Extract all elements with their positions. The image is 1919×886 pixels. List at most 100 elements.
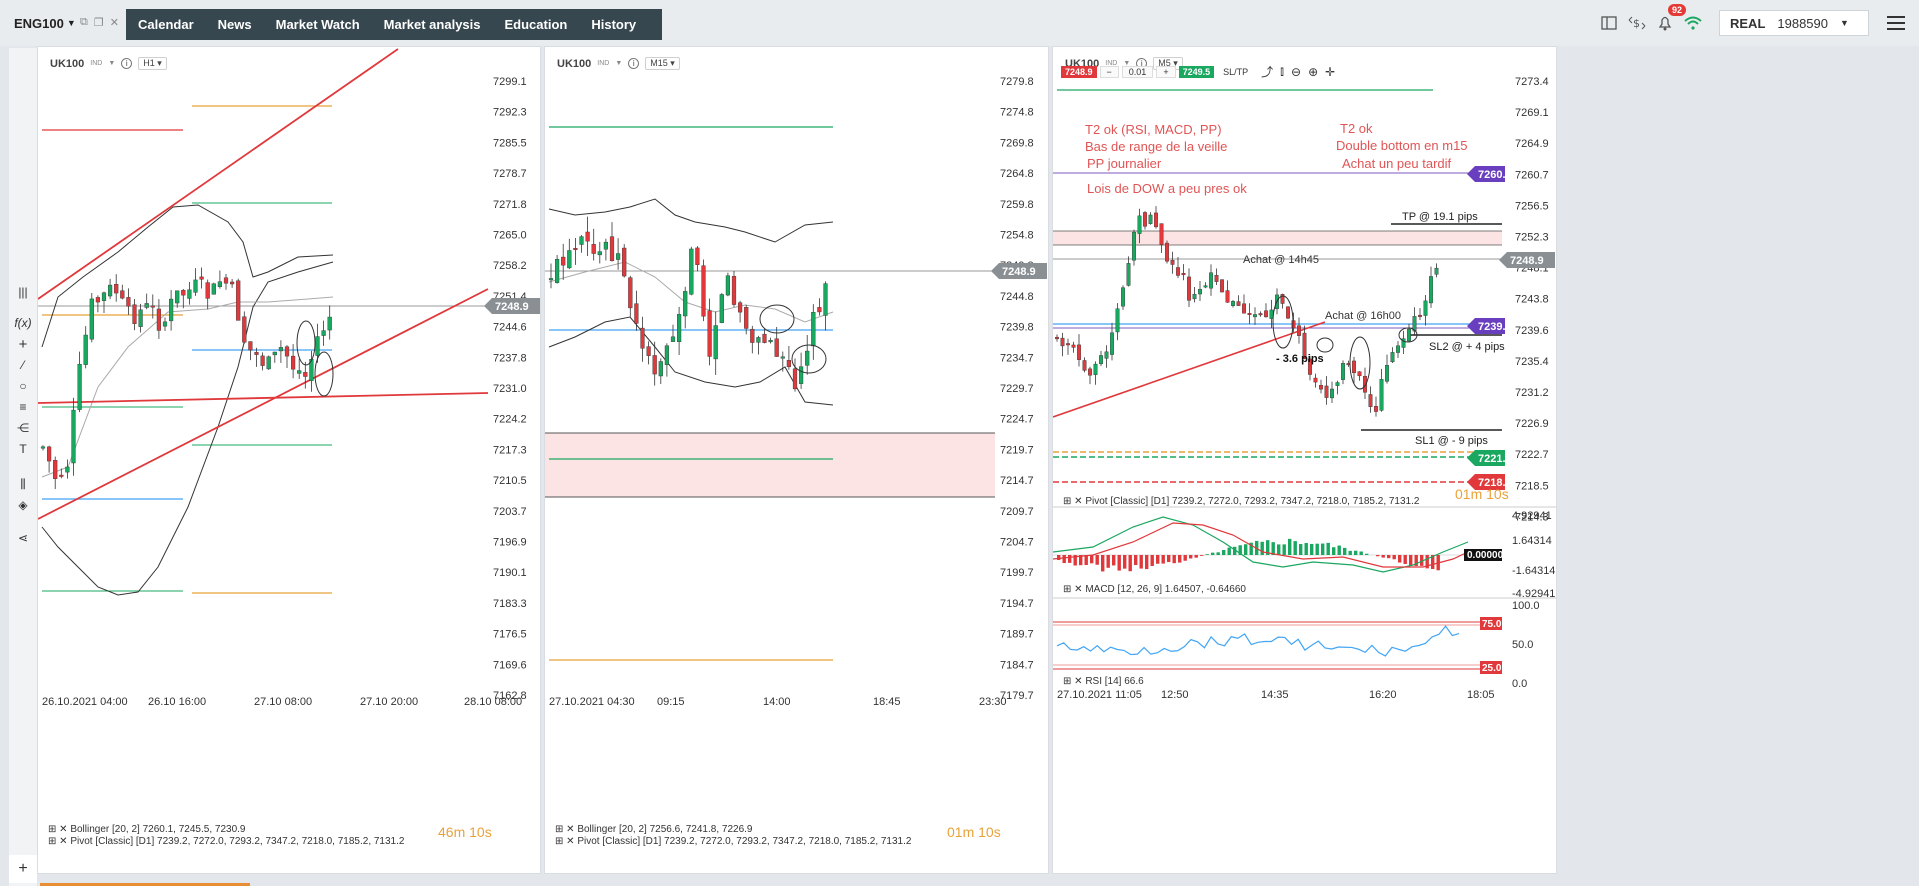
zoom-in-icon[interactable]: ⊕ xyxy=(1308,64,1319,79)
compare-icon[interactable]: ⫼ xyxy=(20,476,26,491)
rsi-legend[interactable]: ⊞ ✕ RSI [14] 66.6 xyxy=(1063,676,1144,687)
nav-market-analysis[interactable]: Market analysis xyxy=(383,17,481,32)
info-icon[interactable]: i xyxy=(121,58,133,69)
y-tick-label: 7214.3 xyxy=(1515,511,1549,523)
candle-body xyxy=(1297,325,1301,336)
candle-body xyxy=(695,247,700,265)
close-icon[interactable]: ✕ xyxy=(109,17,119,29)
nav-education[interactable]: Education xyxy=(504,17,568,32)
chart-panel-m5[interactable]: 7273.4 7269.1 7264.9 7260.7 7256.5 7252.3 7248… xyxy=(1052,46,1557,874)
shape-circle-icon[interactable]: ○ xyxy=(19,379,27,393)
y-tick-label: 7184.7 xyxy=(1000,659,1034,671)
volume-increase-button[interactable]: + xyxy=(1156,65,1176,78)
timeframe-select[interactable]: M15 ▾ xyxy=(645,57,680,70)
y-tick-label: 7244.6 xyxy=(493,322,527,334)
function-icon[interactable]: f(x) xyxy=(14,316,32,330)
restore-icon[interactable]: ❐ xyxy=(93,17,104,29)
chart-canvas-h1[interactable]: 7299.1 7292.3 7285.5 7278.7 7271.8 7265.0 7258… xyxy=(38,47,541,874)
info-icon[interactable]: i xyxy=(628,58,640,69)
chart-canvas-m15[interactable]: 7279.87274.87269.87264.87259.87254.87249… xyxy=(545,47,1049,874)
account-selector[interactable]: REAL 1988590 ▼ xyxy=(1719,10,1869,36)
nav-calendar[interactable]: Calendar xyxy=(138,17,194,32)
detach-icon[interactable]: ⧉ xyxy=(80,16,88,28)
macd-histogram-bar xyxy=(1161,555,1165,564)
macd-histogram-bar xyxy=(1260,541,1264,555)
timeframe-select[interactable]: H1 ▾ xyxy=(138,57,167,70)
pitchfork-icon[interactable]: ⋲ xyxy=(17,421,29,435)
top-right-controls: $ 92 REAL 1988590 ▼ xyxy=(1595,4,1919,39)
text-tool-icon[interactable]: T xyxy=(19,442,27,456)
chart-panel-h1[interactable]: 7299.1 7292.3 7285.5 7278.7 7271.8 7265.0 7258… xyxy=(37,46,541,874)
candle-body xyxy=(1379,379,1384,411)
chart-symbol[interactable]: UK100 xyxy=(557,57,592,70)
candle-body xyxy=(1247,313,1252,315)
layout-icon[interactable] xyxy=(1595,9,1623,37)
bell-icon[interactable]: 92 xyxy=(1651,4,1686,37)
chart-bars-icon[interactable]: ||| xyxy=(18,285,28,299)
share-icon[interactable]: ⋖ xyxy=(17,531,29,545)
rsi-tick: 100.0 xyxy=(1512,600,1540,612)
candle-body xyxy=(175,290,180,304)
volume-input[interactable]: 0.01 xyxy=(1121,65,1154,78)
macd-tick: 1.64314 xyxy=(1512,535,1552,547)
fibonacci-icon[interactable]: ≡ xyxy=(19,400,27,414)
pivot-legend[interactable]: ⊞ ✕ Pivot [Classic] [D1] 7239.2, 7272.0,… xyxy=(555,836,912,847)
candles-icon[interactable]: ⫾ xyxy=(1280,64,1284,78)
line-tool-icon[interactable]: ⁄ xyxy=(21,358,24,372)
chevron-down-icon[interactable]: ▼ xyxy=(1123,60,1131,67)
crosshair-icon[interactable]: ✛ xyxy=(1325,64,1336,79)
sltp-button[interactable]: SL/TP xyxy=(1223,66,1249,77)
x-tick-label: 12:50 xyxy=(1161,689,1189,701)
zoom-out-icon[interactable]: ⊖ xyxy=(1291,64,1302,79)
symbol-selector[interactable]: ENG100 ▼ xyxy=(10,12,82,34)
nav-market-watch[interactable]: Market Watch xyxy=(275,17,360,32)
chevron-down-icon[interactable]: ▼ xyxy=(615,60,623,67)
macd-histogram-bar xyxy=(1178,555,1182,563)
candle-body xyxy=(309,359,314,382)
macd-histogram-bar xyxy=(1288,538,1292,555)
macd-histogram-bar xyxy=(1315,543,1319,555)
bollinger-legend[interactable]: ⊞ ✕ Bollinger [20, 2] 7256.6, 7241.8, 72… xyxy=(555,824,753,835)
volume-decrease-button[interactable]: − xyxy=(1099,65,1119,78)
y-tick-label: 7260.7 xyxy=(1515,169,1549,181)
currency-exchange-icon[interactable]: $ xyxy=(1623,9,1651,37)
layers-icon[interactable]: ◈ xyxy=(18,498,28,512)
sell-price-button[interactable]: 7248.9 xyxy=(1061,65,1097,78)
chart-symbol[interactable]: UK100 xyxy=(50,57,85,70)
bollinger-legend[interactable]: ⊞ ✕ Bollinger [20, 2] 7260.1, 7245.5, 72… xyxy=(48,824,246,835)
macd-histogram-bar xyxy=(1167,555,1171,563)
pivot-legend[interactable]: ⊞ ✕ Pivot [Classic] [D1] 7239.2, 7272.0,… xyxy=(48,836,405,847)
highlight-circle xyxy=(296,320,316,366)
macd-histogram-bar xyxy=(1057,555,1061,561)
candle-body xyxy=(658,361,663,377)
rsi-75-label: 75.0 xyxy=(1482,619,1502,630)
chevron-down-icon[interactable]: ▼ xyxy=(108,60,116,67)
y-tick-label: 7264.9 xyxy=(1515,138,1549,150)
chart-panel-m15[interactable]: 7279.87274.87269.87264.87259.87254.87249… xyxy=(544,46,1049,874)
macd-legend[interactable]: ⊞ ✕ MACD [12, 26, 9] 1.64507, -0.64660 xyxy=(1063,584,1246,595)
candle-body xyxy=(1220,279,1224,293)
nav-history[interactable]: History xyxy=(591,17,637,32)
candle-body xyxy=(1077,344,1081,360)
candle-body xyxy=(1280,294,1285,304)
chart-canvas-m5[interactable]: 7273.4 7269.1 7264.9 7260.7 7256.5 7252.3 7248… xyxy=(1053,47,1557,874)
pivot-legend[interactable]: ⊞ ✕ Pivot [Classic] [D1] 7239.2, 7272.0,… xyxy=(1063,496,1420,507)
candle-body xyxy=(1418,314,1422,317)
crosshair-plus-icon[interactable]: + xyxy=(18,335,28,353)
add-chart-icon[interactable]: + xyxy=(9,855,37,883)
y-tick-label: 7203.7 xyxy=(493,506,527,518)
y-tick-label: 7190.1 xyxy=(493,567,527,579)
highlight-circle xyxy=(759,304,795,334)
candle-body xyxy=(774,338,779,357)
hamburger-menu-icon[interactable] xyxy=(1887,16,1905,30)
macd-histogram-bar xyxy=(1101,555,1105,572)
pivot-price-tag xyxy=(1467,166,1505,182)
trendline-icon[interactable]: ⤴ xyxy=(1261,65,1274,79)
candle-body xyxy=(622,247,627,277)
macd-tick: 4.92941 xyxy=(1512,510,1552,522)
nav-news[interactable]: News xyxy=(217,17,252,32)
y-tick-label: 7209.7 xyxy=(1000,506,1034,518)
candle-body xyxy=(1385,364,1389,382)
buy-price-button[interactable]: 7249.5 xyxy=(1178,65,1215,78)
candle-body xyxy=(634,303,639,324)
